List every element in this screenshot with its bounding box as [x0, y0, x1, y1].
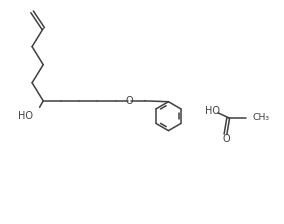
- Text: CH₃: CH₃: [252, 113, 269, 122]
- Text: O: O: [126, 96, 133, 106]
- Text: HO: HO: [18, 111, 33, 121]
- Text: HO: HO: [205, 106, 220, 116]
- Text: O: O: [222, 134, 230, 144]
